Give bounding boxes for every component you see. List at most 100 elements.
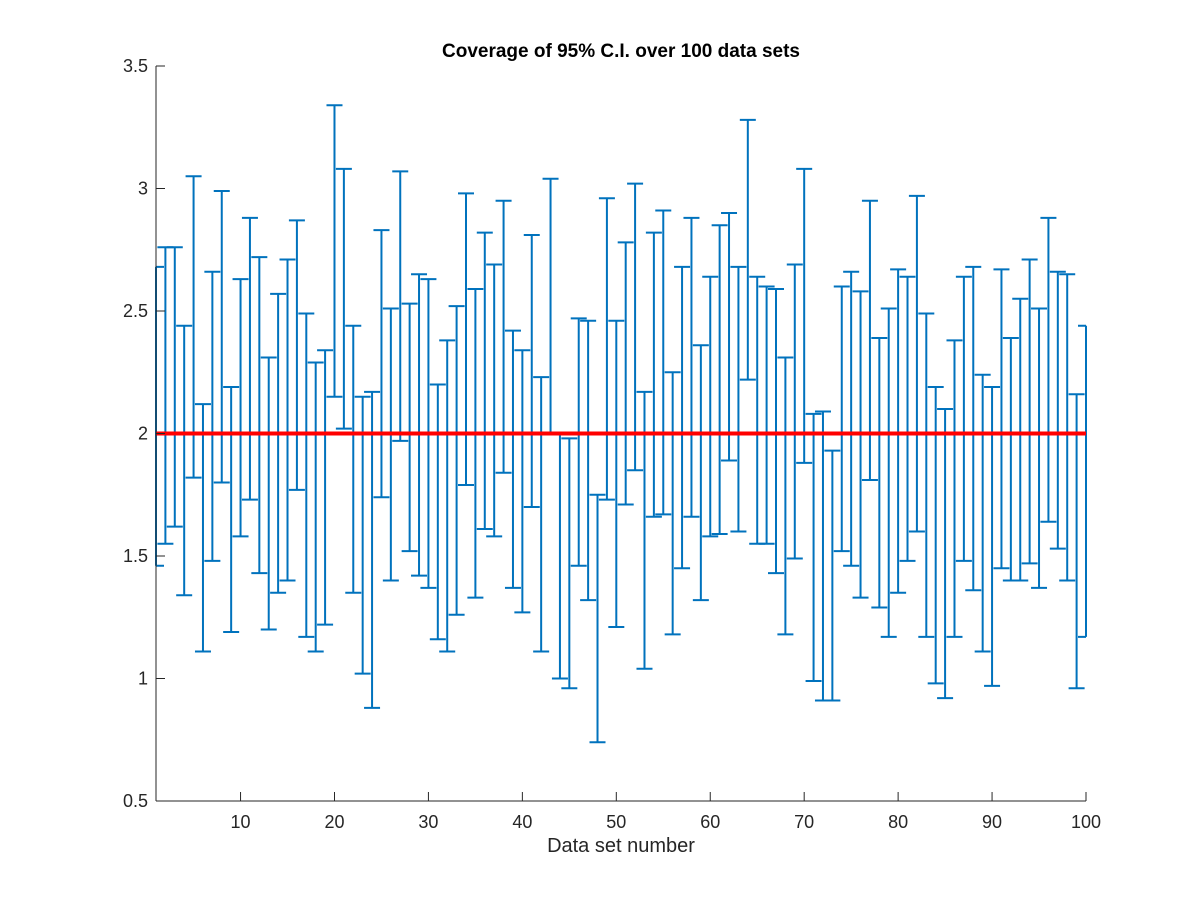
x-tick-label-40: 40 [512, 812, 532, 832]
ci-bar-40 [514, 349, 531, 614]
ci-bar-14 [270, 292, 287, 594]
ci-bar-4 [176, 324, 193, 597]
ci-bar-74 [833, 285, 850, 553]
ci-bar-69 [786, 263, 803, 560]
ci-bar-25 [373, 229, 390, 499]
ci-bar-71 [805, 412, 822, 682]
ci-bar-81 [899, 275, 916, 562]
y-tick-label-1: 1 [138, 669, 148, 689]
x-tick-label-20: 20 [324, 812, 344, 832]
ci-bar-68 [777, 356, 794, 636]
x-tick-label-30: 30 [418, 812, 438, 832]
ci-bar-63 [730, 265, 747, 533]
ci-bar-42 [533, 376, 550, 653]
ci-bar-66 [758, 285, 775, 545]
ci-bar-76 [852, 290, 869, 599]
ci-bar-86 [946, 339, 963, 638]
ci-bar-80 [890, 268, 907, 594]
ci-bar-6 [194, 403, 211, 653]
ci-bar-62 [721, 212, 738, 462]
ci-bar-73 [824, 449, 841, 702]
x-tick-label-50: 50 [606, 812, 626, 832]
ci-bar-55 [655, 209, 672, 516]
ci-bar-28 [401, 302, 418, 553]
y-tick-label-2-5: 2.5 [123, 301, 148, 321]
ci-bar-95 [1031, 307, 1048, 589]
ci-bar-50 [608, 319, 625, 629]
ci-bar-5 [185, 175, 202, 479]
ci-bar-21 [335, 167, 352, 430]
ci-bar-17 [298, 312, 315, 638]
ci-bar-53 [636, 390, 653, 670]
ci-bar-33 [448, 305, 465, 616]
ci-bar-34 [458, 192, 474, 486]
ci-bar-70 [796, 167, 813, 464]
ci-bar-9 [223, 385, 240, 633]
y-tick-label-3-5: 3.5 [123, 56, 148, 76]
x-axis-label: Data set number [547, 835, 695, 857]
ci-bar-83 [918, 312, 935, 638]
ci-bar-85 [937, 408, 954, 700]
ci-bar-75 [843, 270, 860, 567]
ci-bar-27 [392, 170, 409, 442]
ci-bar-3 [166, 246, 183, 528]
ci-bar-93 [1012, 297, 1029, 582]
ci-bar-38 [495, 199, 512, 474]
ci-bar-78 [871, 336, 888, 609]
ci-bar-45 [561, 437, 578, 690]
ci-bar-79 [880, 307, 897, 638]
ci-bar-35 [467, 287, 484, 599]
ci-bar-51 [617, 241, 634, 506]
ci-bar-32 [439, 339, 456, 653]
confidence-intervals [155, 104, 1087, 744]
ci-bar-61 [711, 224, 728, 535]
ci-bar-36 [476, 231, 493, 531]
ci-bar-12 [251, 256, 268, 575]
y-tick-label-2: 2 [138, 424, 148, 444]
ci-bar-18 [307, 361, 324, 653]
axes: 10 20 30 40 50 60 70 80 90 100 0.5 1 1.5 2 2.5 3 3.5 [123, 56, 1101, 832]
ci-bar-41 [523, 234, 540, 508]
ci-bar-7 [204, 270, 221, 562]
ci-bar-31 [429, 383, 446, 641]
ci-bar-48 [589, 493, 606, 744]
ci-bar-20 [326, 104, 343, 398]
ci-bar-67 [768, 287, 784, 575]
ci-bar-59 [692, 344, 709, 602]
ci-bar-96 [1040, 216, 1057, 523]
ci-bar-56 [664, 371, 681, 636]
x-tick-label-90: 90 [982, 812, 1002, 832]
ci-bar-90 [984, 385, 1001, 687]
x-tick-label-100: 100 [1071, 812, 1101, 832]
ci-bar-47 [580, 319, 597, 602]
ci-bar-97 [1049, 270, 1066, 550]
ci-bar-24 [364, 390, 381, 709]
ci-bar-82 [908, 194, 925, 533]
x-tick-label-80: 80 [888, 812, 908, 832]
plot-area: 10 20 30 40 50 60 70 80 90 100 0.5 1 1.5 2 2.5 3 3.5 [123, 56, 1101, 832]
ci-bar-98 [1059, 273, 1076, 582]
ci-bar-29 [411, 273, 428, 577]
ci-bar-91 [993, 268, 1010, 570]
ci-bar-94 [1021, 258, 1038, 565]
ci-bar-26 [382, 307, 399, 582]
ci-bar-46 [570, 317, 587, 567]
ci-bar-23 [354, 395, 371, 675]
ci-bar-39 [504, 329, 521, 589]
ci-bar-89 [974, 373, 991, 653]
ci-bar-100 [1078, 324, 1087, 638]
y-tick-label-0-5: 0.5 [123, 791, 148, 811]
ci-bar-87 [955, 275, 972, 562]
ci-bar-84 [927, 385, 944, 685]
ci-bar-13 [260, 356, 277, 631]
chart-title: Coverage of 95% C.I. over 100 data sets [442, 41, 800, 62]
y-tick-label-1-5: 1.5 [123, 546, 148, 566]
ci-bar-99 [1068, 393, 1085, 690]
ci-bar-64 [739, 118, 756, 381]
x-tick-label-10: 10 [231, 812, 251, 832]
x-tick-label-70: 70 [794, 812, 814, 832]
ci-bar-88 [965, 265, 982, 592]
ci-bar-60 [702, 275, 719, 538]
